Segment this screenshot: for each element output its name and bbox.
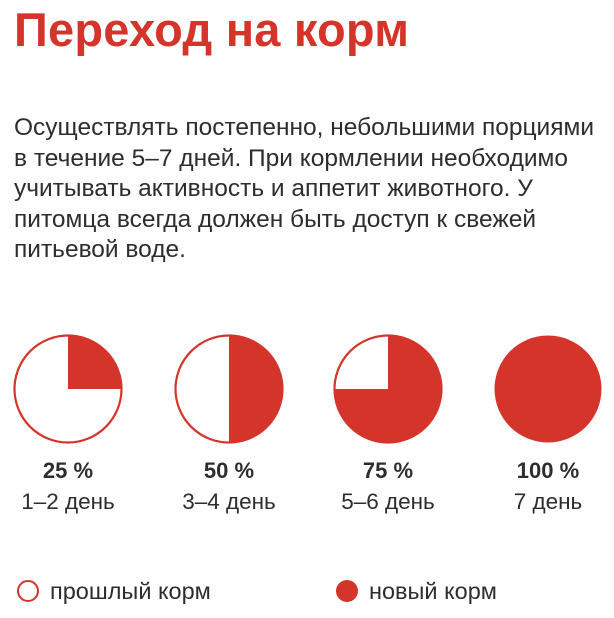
feeding-description: Осуществлять постепенно, небольшими порц…: [14, 114, 595, 263]
pie-new-food-slice: [229, 335, 283, 443]
pie-outline: [333, 334, 443, 444]
pie-new-food-slice: [68, 335, 122, 389]
pie-day-label: 3–4 день: [182, 489, 276, 514]
pie-label-group-3: 75 % 5–6 день: [308, 458, 468, 516]
pie-charts: [13, 334, 602, 444]
legend-item-new-food: новый корм: [336, 575, 497, 607]
legend-label-new-food: новый корм: [369, 577, 497, 604]
pie-percent-label: 25 %: [42, 458, 94, 483]
pie-label-group-1: 25 % 1–2 день: [0, 458, 148, 516]
pie-percent-label: 75 %: [362, 458, 414, 483]
pie-label-group-2: 50 % 3–4 день: [149, 458, 309, 516]
legend-item-old-food: прошлый корм: [17, 575, 211, 607]
pie-day-label: 5–6 день: [341, 489, 435, 514]
pie-new-food-slice: [494, 335, 602, 443]
hollow-circle-icon: [17, 580, 39, 602]
pie-percent-label: 50 %: [203, 458, 255, 483]
legend-label-old-food: прошлый корм: [50, 577, 211, 604]
page-title: Переход на корм: [14, 3, 410, 56]
pie-label-group-4: 100 % 7 день: [468, 458, 614, 516]
pie-day-label: 1–2 день: [21, 489, 115, 514]
pie-new-food-slice: [334, 335, 442, 443]
pie-day-label: 7 день: [513, 489, 583, 514]
pie-outline: [13, 334, 123, 444]
filled-circle-icon: [336, 580, 358, 602]
pie-outline: [174, 334, 284, 444]
pie-percent-label: 100 %: [516, 458, 580, 483]
